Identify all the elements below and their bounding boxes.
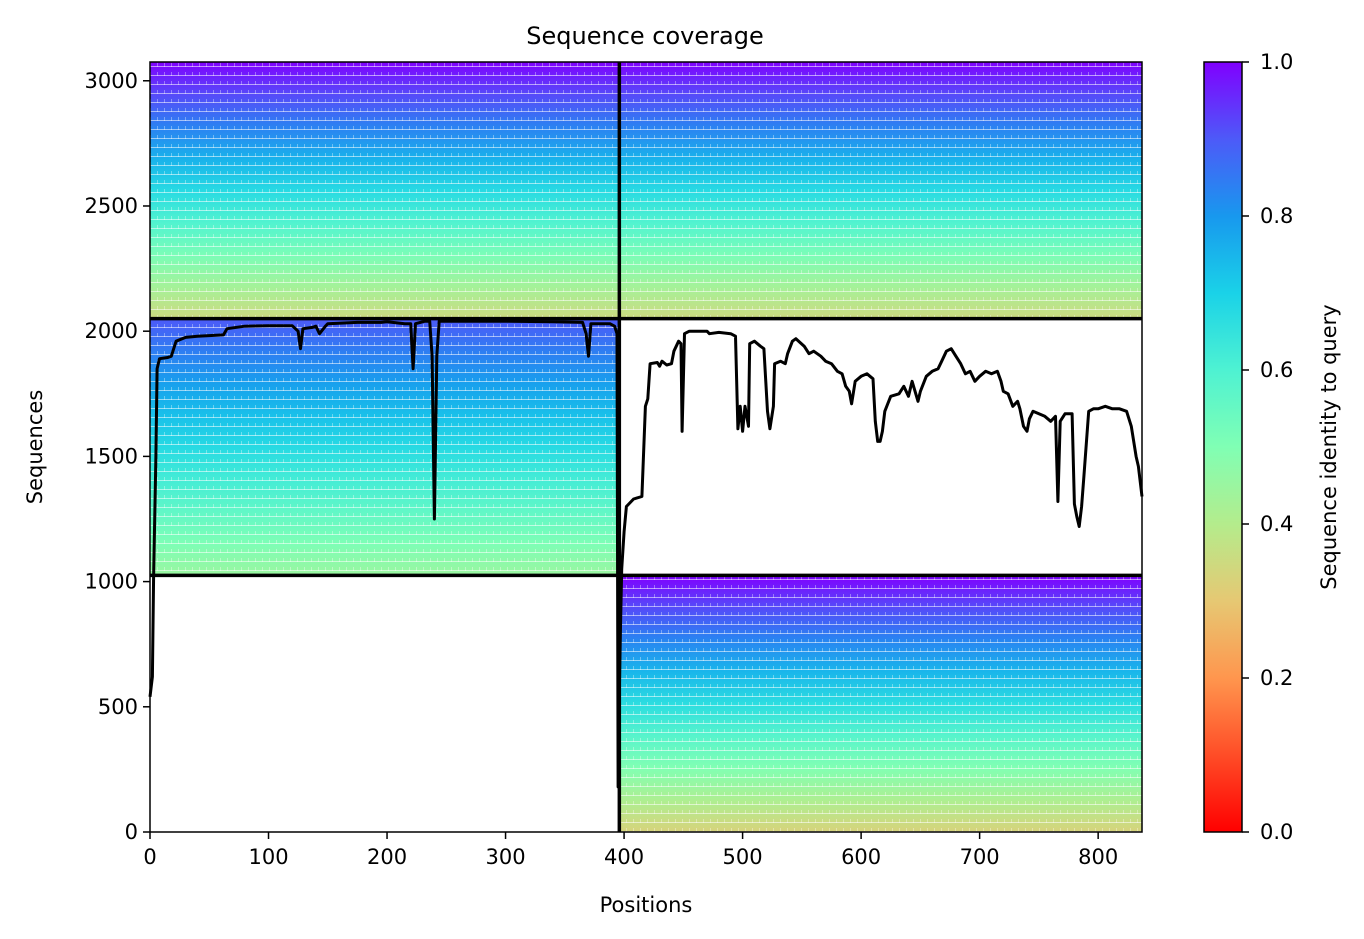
coverage-block-gaps-1 [150, 62, 619, 319]
colorbar-tick-label: 0.4 [1260, 512, 1293, 536]
coverage-blocks [150, 62, 1142, 832]
x-tick-label: 700 [960, 845, 1000, 869]
y-tick-label: 0 [125, 820, 138, 844]
x-tick-label: 0 [143, 845, 156, 869]
y-tick-label: 2000 [85, 319, 138, 343]
x-tick-label: 300 [486, 845, 526, 869]
x-tick-label: 400 [604, 845, 644, 869]
colorbar [1203, 61, 1243, 833]
coverage-block-gaps-3 [150, 318, 619, 576]
y-tick-label: 3000 [85, 69, 138, 93]
x-tick-label: 600 [841, 845, 881, 869]
colorbar-tick-label: 0.8 [1260, 204, 1293, 228]
colorbar-tick-label: 0.6 [1260, 358, 1293, 382]
x-tick-label: 100 [248, 845, 288, 869]
coverage-line-1 [148, 319, 1144, 789]
colorbar-tick-label: 0.0 [1260, 820, 1293, 844]
x-axis-label: Positions [600, 893, 693, 917]
x-tick-label: 800 [1078, 845, 1118, 869]
x-tick-label: 500 [723, 845, 763, 869]
coverage-line-layer [148, 319, 1144, 789]
colorbar-tick-label: 1.0 [1260, 50, 1293, 74]
colorbar-tick-label: 0.2 [1260, 666, 1293, 690]
y-tick-label: 1000 [85, 570, 138, 594]
x-tick-label: 200 [367, 845, 407, 869]
coverage-block-gaps-4 [619, 575, 1142, 832]
colorbar-label: Sequence identity to query [1317, 304, 1341, 589]
plot-area-frame [149, 61, 1143, 833]
colorbar-ticks: 0.0 0.2 0.4 0.6 0.8 1.0 [1242, 50, 1293, 844]
x-axis-ticks: 0 100 200 300 400 500 600 700 800 [143, 832, 1118, 869]
coverage-block-gaps-2 [619, 62, 1142, 319]
y-axis-label: Sequences [23, 390, 47, 505]
chart-title: Sequence coverage [526, 22, 763, 50]
y-axis-ticks: 0 500 1000 1500 2000 2500 3000 [85, 69, 150, 844]
y-tick-label: 500 [98, 695, 138, 719]
y-tick-label: 2500 [85, 194, 138, 218]
y-tick-label: 1500 [85, 444, 138, 468]
